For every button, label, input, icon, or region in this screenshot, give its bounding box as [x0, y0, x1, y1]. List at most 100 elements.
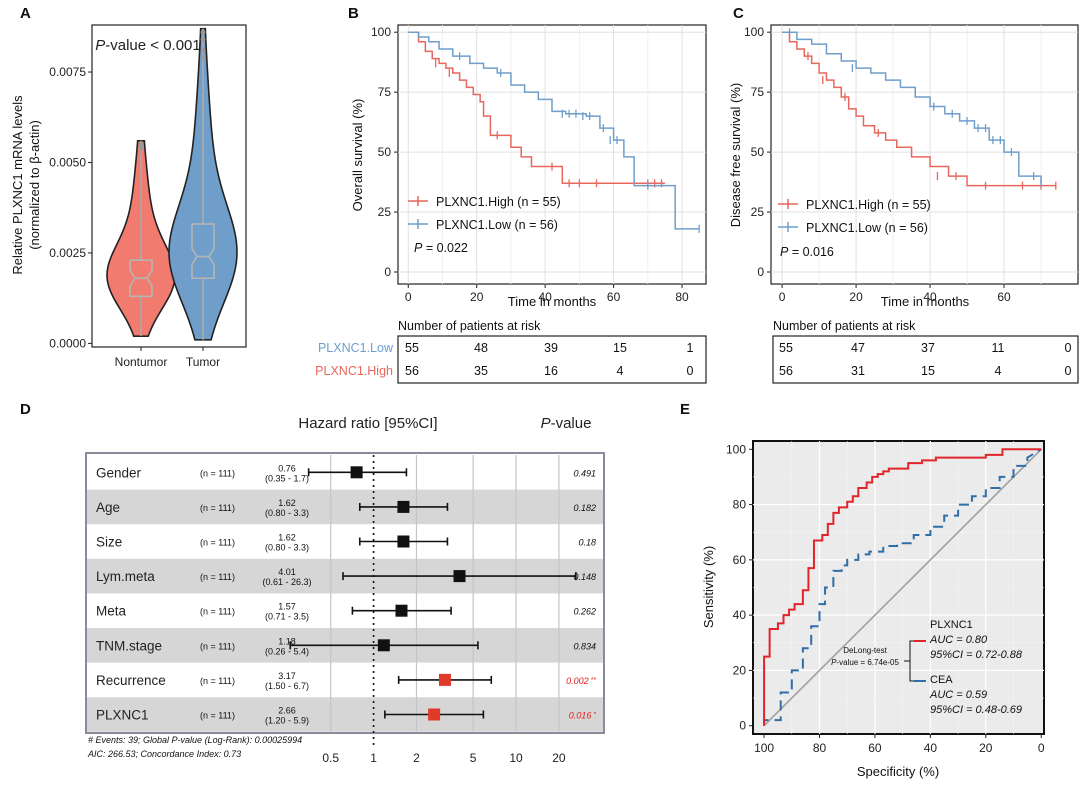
- forest-p-value: 0.016: [569, 711, 592, 721]
- km-ytick-label: 100: [371, 25, 391, 39]
- legend-c-p-number: = 0.016: [788, 245, 834, 259]
- risk-cell: 0: [687, 364, 694, 378]
- forest-row-ci: (1.20 - 5.9): [265, 716, 309, 726]
- forest-row-ci: (0.61 - 26.3): [262, 577, 311, 587]
- risk-table-b-high-label: PLXNC1.High: [315, 364, 393, 378]
- forest-hr-marker: [428, 708, 441, 721]
- forest-row-name: PLXNC1: [96, 708, 149, 723]
- roc-curve-plxnc1: [763, 448, 1042, 726]
- outlier-point: [200, 47, 206, 53]
- panel-c-ylabel: Disease free survival (%): [728, 83, 743, 228]
- panel-a: A P-value < 0.001 Relative PLXNC1 mRNA l…: [10, 5, 247, 369]
- risk-cell: 35: [474, 364, 488, 378]
- legend-b-p-letter: P: [414, 241, 423, 255]
- forest-header-p: P-value: [541, 415, 592, 432]
- forest-header-hr: Hazard ratio [95%CI]: [298, 415, 437, 432]
- risk-cell: 4: [617, 364, 624, 378]
- panel-c-legend: PLXNC1.High (n = 55) PLXNC1.Low (n = 56)…: [778, 198, 931, 259]
- roc-xtick-label: 40: [924, 741, 938, 755]
- forest-row-name: Meta: [96, 604, 127, 619]
- forest-row-name: Gender: [96, 465, 142, 480]
- forest-p-value: 0.834: [573, 641, 596, 651]
- notched-box: [191, 223, 215, 280]
- legend-b-pvalue: P = 0.022: [414, 241, 468, 255]
- km-ytick-label: 100: [744, 25, 764, 39]
- risk-cell: 16: [544, 364, 558, 378]
- forest-xtick-label: 20: [552, 751, 566, 765]
- forest-xtick-label: 1: [370, 751, 377, 765]
- delong-p-rest: -value = 6.74e-05: [836, 658, 899, 667]
- forest-row-hr: 1.62: [278, 533, 296, 543]
- outlier-point: [138, 141, 144, 147]
- forest-header-p-letter: P: [541, 415, 551, 432]
- panel-c-xlabel: Time in months: [881, 294, 970, 309]
- legend-c-p-letter: P: [780, 245, 789, 259]
- panel-b: B Overall survival (%) Time in months 0 2…: [315, 5, 707, 384]
- km-xtick-label: 40: [538, 290, 552, 304]
- risk-cell: 15: [613, 341, 627, 355]
- forest-xtick-label: 10: [509, 751, 523, 765]
- km-xtick-label: 20: [849, 290, 863, 304]
- forest-xtick-label: 5: [470, 751, 477, 765]
- outlier-point: [200, 55, 206, 60]
- risk-cell: 48: [474, 341, 488, 355]
- roc-xlabel: Specificity (%): [857, 764, 939, 779]
- a-ytick-label: 0.0025: [49, 246, 86, 260]
- legend-cea-ci: 95%CI = 0.48-0.69: [930, 704, 1022, 716]
- forest-row-ci: (0.80 - 3.3): [265, 543, 309, 553]
- forest-row-name: Lym.meta: [96, 569, 155, 584]
- risk-cell: 11: [992, 341, 1005, 355]
- roc-xtick-label: 80: [813, 741, 827, 755]
- forest-row-n: (n = 111): [200, 503, 235, 513]
- risk-table-c-title: Number of patients at risk: [773, 319, 916, 333]
- risk-cell: 39: [544, 341, 558, 355]
- panel-a-title-rest: -value < 0.001: [105, 37, 201, 54]
- forest-row-n: (n = 111): [200, 607, 235, 617]
- forest-sig-stars: *: [591, 712, 596, 719]
- forest-row-hr: 1.57: [278, 602, 296, 612]
- forest-row-ci: (0.71 - 3.5): [265, 612, 309, 622]
- km-ytick-label: 50: [378, 145, 392, 159]
- legend-c-low: PLXNC1.Low (n = 56): [806, 221, 928, 235]
- forest-p-value: 0.491: [573, 468, 596, 478]
- forest-row-n: (n = 111): [200, 711, 235, 721]
- forest-row-n: (n = 111): [200, 676, 235, 686]
- panel-b-ylabel: Overall survival (%): [350, 99, 365, 212]
- forest-row-band: [87, 697, 603, 732]
- risk-table-b-title: Number of patients at risk: [398, 319, 541, 333]
- forest-row-ci: (1.50 - 6.7): [265, 681, 309, 691]
- forest-row-p: 0.18: [578, 538, 596, 548]
- forest-hr-marker: [453, 570, 466, 583]
- risk-table-c-frame: [772, 335, 1079, 384]
- km-ytick-label: 0: [757, 265, 764, 279]
- panel-a-ylabel-2: (normalized to β-actin): [27, 120, 42, 250]
- km-xtick-label: 60: [997, 290, 1011, 304]
- risk-cell: 37: [921, 341, 935, 355]
- forest-row-hr: 4.01: [278, 567, 296, 577]
- forest-row-p: 0.002 **: [566, 676, 596, 686]
- forest-p-value: 0.262: [573, 607, 596, 617]
- forest-row-p: 0.016 *: [569, 711, 596, 721]
- km-ytick-label: 75: [378, 85, 392, 99]
- legend-b-high: PLXNC1.High (n = 55): [436, 195, 561, 209]
- forest-row-p: 0.491: [573, 468, 596, 478]
- forest-row-p: 0.148: [573, 572, 596, 582]
- forest-xtick-label: 0.5: [322, 751, 339, 765]
- a-ytick-label: 0.0075: [49, 65, 86, 79]
- km-curve-plxnc1-low: [408, 31, 700, 230]
- forest-row-n: (n = 111): [200, 572, 235, 582]
- outlier-point: [138, 145, 144, 151]
- forest-row-p: 0.834: [573, 641, 596, 651]
- panel-e-label: E: [680, 401, 690, 418]
- roc-ytick-label: 40: [733, 608, 747, 622]
- legend-cea-name: CEA: [930, 674, 953, 686]
- a-ytick-label: 0.0000: [49, 336, 86, 350]
- legend-plxnc1-name: PLXNC1: [930, 619, 973, 631]
- forest-row-band: [87, 489, 603, 525]
- roc-diagonal: [763, 448, 1042, 727]
- forest-hr-marker: [397, 500, 410, 513]
- km-curve-plxnc1-low: [782, 31, 1042, 184]
- panel-b-legend: PLXNC1.High (n = 55) PLXNC1.Low (n = 56)…: [408, 195, 561, 255]
- forest-row-hr: 2.66: [278, 706, 296, 716]
